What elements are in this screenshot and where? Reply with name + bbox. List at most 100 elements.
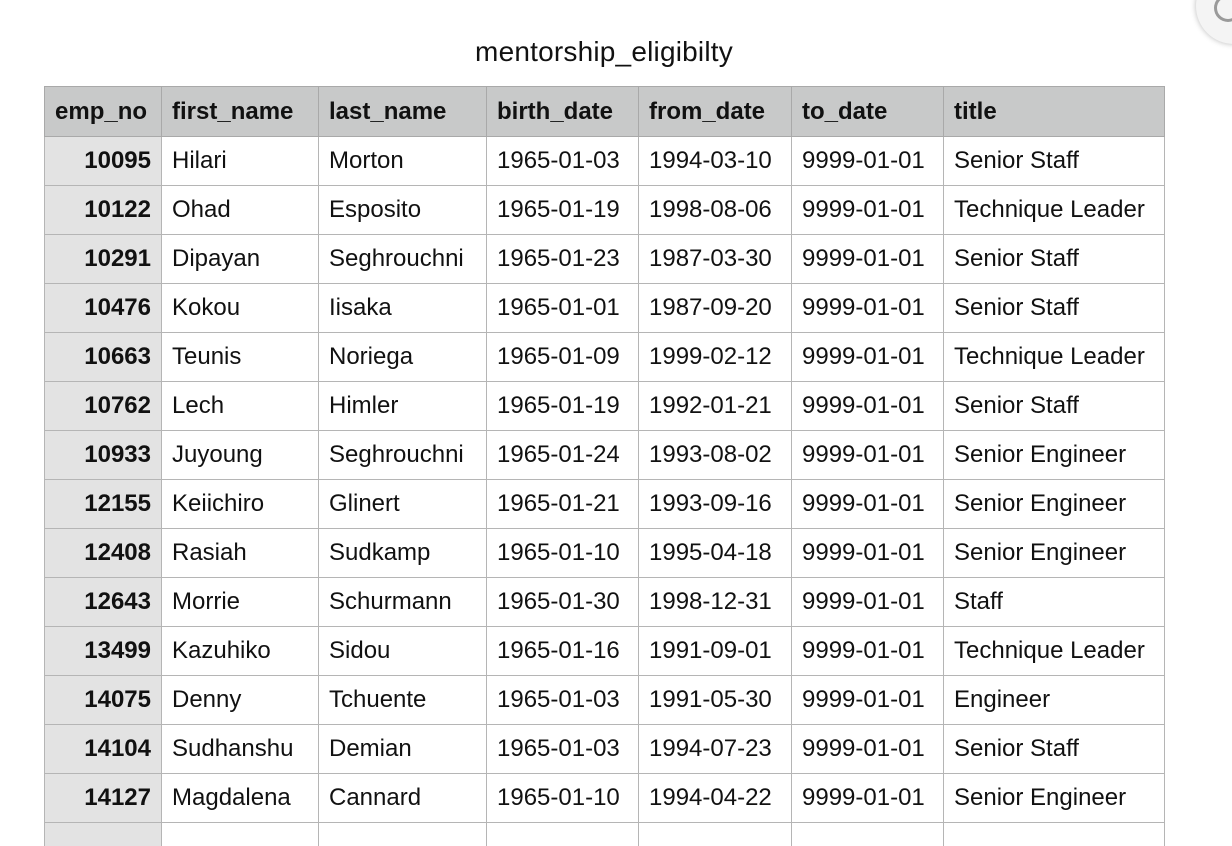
emp-no-cell[interactable]: 14075 — [44, 675, 162, 725]
emp-no-cell[interactable]: 12643 — [44, 577, 162, 627]
to-date-cell[interactable]: 9999-01-01 — [791, 528, 944, 578]
from-date-cell[interactable]: 1987-09-20 — [638, 283, 792, 333]
from-date-cell[interactable]: 1992-01-21 — [638, 381, 792, 431]
to-date-cell[interactable]: 9999-01-01 — [791, 185, 944, 235]
emp-no-cell[interactable] — [44, 822, 162, 846]
from-date-cell[interactable]: 1999-02-12 — [638, 332, 792, 382]
title-cell[interactable]: Senior Engineer — [943, 528, 1165, 578]
title-cell[interactable]: Senior Engineer — [943, 773, 1165, 823]
birth-date-cell[interactable]: 1965-01-19 — [486, 381, 639, 431]
title-cell[interactable]: Technique Leader — [943, 185, 1165, 235]
title-cell[interactable]: Engineer — [943, 675, 1165, 725]
emp-no-cell[interactable]: 14104 — [44, 724, 162, 774]
from-date-cell[interactable]: 1993-09-16 — [638, 479, 792, 529]
emp-no-cell[interactable]: 10122 — [44, 185, 162, 235]
emp-no-cell[interactable]: 10476 — [44, 283, 162, 333]
last-name-cell[interactable]: Seghrouchni — [318, 234, 487, 284]
to-date-cell[interactable]: 9999-01-01 — [791, 430, 944, 480]
birth-date-cell[interactable]: 1965-01-03 — [486, 724, 639, 774]
first-name-cell[interactable]: Kokou — [161, 283, 319, 333]
title-cell[interactable]: Senior Engineer — [943, 430, 1165, 480]
birth-date-cell[interactable]: 1965-01-01 — [486, 283, 639, 333]
first-name-cell[interactable]: Keiichiro — [161, 479, 319, 529]
birth-date-cell[interactable]: 1965-01-03 — [486, 675, 639, 725]
column-header-last-name[interactable]: last_name — [318, 86, 487, 137]
title-cell[interactable]: Senior Staff — [943, 381, 1165, 431]
last-name-cell[interactable]: Iisaka — [318, 283, 487, 333]
first-name-cell[interactable]: Sudhanshu — [161, 724, 319, 774]
from-date-cell[interactable]: 1994-03-10 — [638, 136, 792, 186]
from-date-cell[interactable]: 1987-03-30 — [638, 234, 792, 284]
birth-date-cell[interactable]: 1965-01-21 — [486, 479, 639, 529]
from-date-cell[interactable] — [638, 822, 792, 846]
title-cell[interactable]: Technique Leader — [943, 332, 1165, 382]
birth-date-cell[interactable]: 1965-01-10 — [486, 773, 639, 823]
first-name-cell[interactable]: Kazuhiko — [161, 626, 319, 676]
column-header-first-name[interactable]: first_name — [161, 86, 319, 137]
title-cell[interactable]: Senior Staff — [943, 136, 1165, 186]
to-date-cell[interactable]: 9999-01-01 — [791, 724, 944, 774]
first-name-cell[interactable]: Magdalena — [161, 773, 319, 823]
first-name-cell[interactable]: Hilari — [161, 136, 319, 186]
to-date-cell[interactable]: 9999-01-01 — [791, 283, 944, 333]
title-cell[interactable]: Senior Staff — [943, 234, 1165, 284]
to-date-cell[interactable]: 9999-01-01 — [791, 626, 944, 676]
title-cell[interactable]: Staff — [943, 577, 1165, 627]
last-name-cell[interactable]: Morton — [318, 136, 487, 186]
first-name-cell[interactable] — [161, 822, 319, 846]
first-name-cell[interactable]: Rasiah — [161, 528, 319, 578]
birth-date-cell[interactable]: 1965-01-24 — [486, 430, 639, 480]
title-cell[interactable]: Senior Staff — [943, 724, 1165, 774]
from-date-cell[interactable]: 1991-05-30 — [638, 675, 792, 725]
emp-no-cell[interactable]: 10933 — [44, 430, 162, 480]
first-name-cell[interactable]: Ohad — [161, 185, 319, 235]
birth-date-cell[interactable] — [486, 822, 639, 846]
birth-date-cell[interactable]: 1965-01-19 — [486, 185, 639, 235]
last-name-cell[interactable]: Seghrouchni — [318, 430, 487, 480]
to-date-cell[interactable]: 9999-01-01 — [791, 675, 944, 725]
first-name-cell[interactable]: Denny — [161, 675, 319, 725]
to-date-cell[interactable]: 9999-01-01 — [791, 577, 944, 627]
from-date-cell[interactable]: 1998-12-31 — [638, 577, 792, 627]
emp-no-cell[interactable]: 10095 — [44, 136, 162, 186]
last-name-cell[interactable]: Glinert — [318, 479, 487, 529]
last-name-cell[interactable]: Cannard — [318, 773, 487, 823]
to-date-cell[interactable]: 9999-01-01 — [791, 381, 944, 431]
from-date-cell[interactable]: 1991-09-01 — [638, 626, 792, 676]
last-name-cell[interactable]: Himler — [318, 381, 487, 431]
birth-date-cell[interactable]: 1965-01-23 — [486, 234, 639, 284]
birth-date-cell[interactable]: 1965-01-10 — [486, 528, 639, 578]
last-name-cell[interactable]: Noriega — [318, 332, 487, 382]
birth-date-cell[interactable]: 1965-01-16 — [486, 626, 639, 676]
emp-no-cell[interactable]: 12408 — [44, 528, 162, 578]
column-header-title[interactable]: title — [943, 86, 1165, 137]
emp-no-cell[interactable]: 10291 — [44, 234, 162, 284]
last-name-cell[interactable]: Sidou — [318, 626, 487, 676]
title-cell[interactable]: Senior Engineer — [943, 479, 1165, 529]
title-cell[interactable] — [943, 822, 1165, 846]
to-date-cell[interactable]: 9999-01-01 — [791, 234, 944, 284]
emp-no-cell[interactable]: 10762 — [44, 381, 162, 431]
first-name-cell[interactable]: Lech — [161, 381, 319, 431]
emp-no-cell[interactable]: 14127 — [44, 773, 162, 823]
to-date-cell[interactable]: 9999-01-01 — [791, 332, 944, 382]
first-name-cell[interactable]: Morrie — [161, 577, 319, 627]
column-header-birth-date[interactable]: birth_date — [486, 86, 639, 137]
last-name-cell[interactable]: Tchuente — [318, 675, 487, 725]
column-header-emp-no[interactable]: emp_no — [44, 86, 162, 137]
emp-no-cell[interactable]: 12155 — [44, 479, 162, 529]
emp-no-cell[interactable]: 13499 — [44, 626, 162, 676]
title-cell[interactable]: Technique Leader — [943, 626, 1165, 676]
title-cell[interactable]: Senior Staff — [943, 283, 1165, 333]
from-date-cell[interactable]: 1993-08-02 — [638, 430, 792, 480]
first-name-cell[interactable]: Teunis — [161, 332, 319, 382]
emp-no-cell[interactable]: 10663 — [44, 332, 162, 382]
birth-date-cell[interactable]: 1965-01-30 — [486, 577, 639, 627]
first-name-cell[interactable]: Dipayan — [161, 234, 319, 284]
from-date-cell[interactable]: 1998-08-06 — [638, 185, 792, 235]
from-date-cell[interactable]: 1995-04-18 — [638, 528, 792, 578]
last-name-cell[interactable]: Esposito — [318, 185, 487, 235]
last-name-cell[interactable]: Schurmann — [318, 577, 487, 627]
birth-date-cell[interactable]: 1965-01-03 — [486, 136, 639, 186]
to-date-cell[interactable]: 9999-01-01 — [791, 773, 944, 823]
